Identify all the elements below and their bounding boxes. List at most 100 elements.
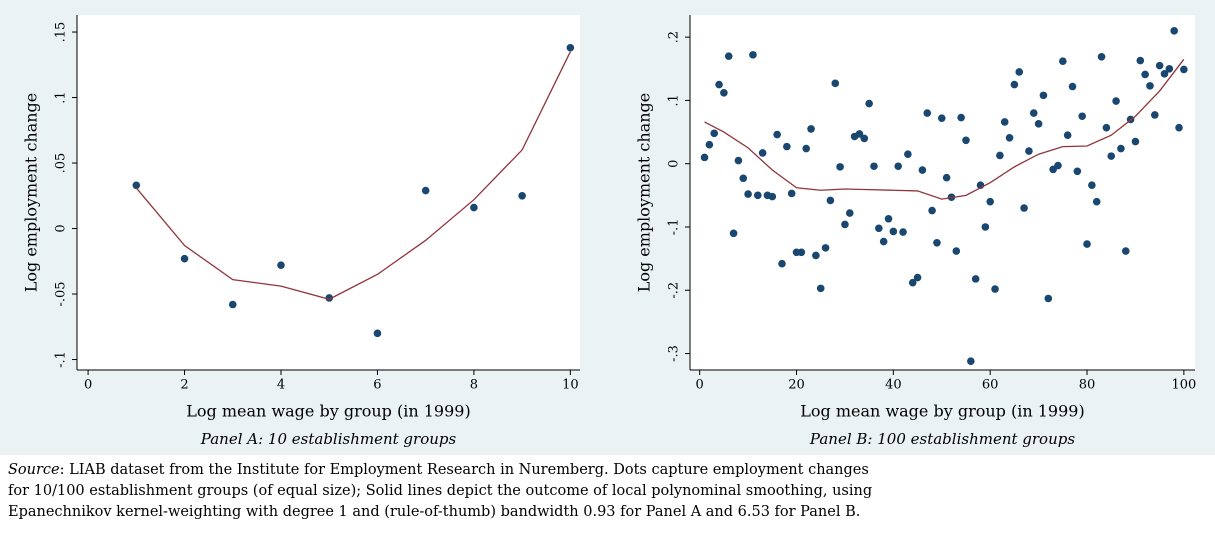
- y-tick-label: 0: [667, 160, 682, 168]
- dot: [952, 247, 961, 255]
- dot: [836, 163, 844, 171]
- dot: [1059, 57, 1067, 65]
- note-line: for 10/100 establishment groups (of equa…: [8, 483, 873, 499]
- x-tick-label: 0: [696, 378, 704, 393]
- y-tick-label: -.05: [54, 281, 69, 306]
- dot: [1170, 27, 1178, 35]
- dot: [1000, 118, 1009, 126]
- y-tick-label: -.1: [667, 219, 682, 236]
- y-tick-label: .2: [667, 31, 682, 43]
- dot: [937, 114, 946, 122]
- dot: [132, 181, 141, 190]
- smoothed-line: [135, 51, 571, 300]
- dot: [821, 244, 830, 252]
- dot: [879, 237, 888, 246]
- dot: [1141, 70, 1149, 79]
- dot: [753, 191, 762, 200]
- dot: [971, 275, 980, 283]
- dot: [996, 151, 1004, 160]
- dot: [918, 166, 927, 174]
- dot: [894, 162, 902, 171]
- dot: [373, 329, 382, 338]
- y-tick-label: .05: [54, 153, 69, 174]
- y-tick-label: -.1: [54, 351, 69, 368]
- smoothed-line: [704, 58, 1185, 200]
- plot-area: [77, 15, 580, 370]
- dot: [797, 248, 806, 257]
- dot: [899, 228, 907, 236]
- panel-caption: Panel A: 10 establishment groups: [200, 430, 457, 448]
- x-tick-label: 40: [885, 378, 902, 393]
- dot: [277, 261, 285, 270]
- source-note: Source: LIAB dataset from the Institute …: [8, 460, 1208, 523]
- x-tick-label: 100: [1171, 378, 1196, 393]
- dot: [421, 186, 430, 195]
- dot: [758, 149, 767, 157]
- dot: [470, 203, 478, 212]
- dot: [1165, 64, 1174, 73]
- dot: [1121, 247, 1130, 255]
- dot: [933, 239, 941, 247]
- x-tick-label: 80: [1079, 378, 1096, 393]
- dot: [734, 156, 743, 165]
- dot: [518, 191, 526, 200]
- dot: [1025, 147, 1033, 155]
- x-axis-title: Log mean wage by group (in 1999): [186, 402, 470, 421]
- dot: [841, 220, 849, 229]
- dot: [1146, 82, 1154, 90]
- dot: [783, 142, 791, 151]
- dot: [923, 109, 932, 117]
- dot: [812, 251, 820, 260]
- dot: [1020, 204, 1028, 212]
- dot: [1092, 197, 1101, 206]
- x-tick-label: 8: [470, 378, 478, 393]
- dot: [802, 144, 811, 153]
- dot: [913, 273, 922, 282]
- dot: [729, 229, 738, 238]
- x-tick-label: 2: [180, 378, 188, 393]
- dot: [228, 300, 237, 309]
- dot: [1005, 133, 1014, 142]
- dot: [1029, 109, 1038, 117]
- dot: [1155, 61, 1164, 70]
- dot: [831, 79, 840, 88]
- dot: [1088, 181, 1096, 190]
- dot: [962, 136, 970, 145]
- x-tick-label: 20: [788, 378, 805, 393]
- note-text: : LIAB dataset from the Institute for Em…: [59, 462, 869, 478]
- dot: [826, 196, 835, 205]
- dot: [1136, 56, 1145, 65]
- dot: [1044, 294, 1053, 303]
- y-tick-label: .15: [54, 22, 69, 43]
- note-line: Source: LIAB dataset from the Institute …: [8, 460, 1208, 481]
- dot: [1160, 70, 1169, 78]
- dot: [787, 189, 796, 198]
- x-tick-label: 10: [562, 378, 579, 393]
- dot: [739, 174, 748, 183]
- dot: [908, 278, 917, 287]
- dot: [981, 223, 990, 231]
- dot: [942, 173, 951, 182]
- note-line: Epanechnikov kernel-weighting with degre…: [8, 504, 861, 520]
- dot: [845, 209, 854, 217]
- dot: [1083, 240, 1091, 248]
- x-tick-label: 6: [373, 378, 381, 393]
- dot: [1097, 52, 1106, 61]
- dot: [865, 99, 873, 108]
- y-tick-label: 0: [54, 224, 69, 232]
- dot: [1039, 91, 1048, 100]
- x-tick-label: 4: [277, 378, 285, 393]
- dot: [875, 224, 883, 233]
- dot: [749, 51, 757, 59]
- dot: [1151, 111, 1159, 119]
- note-label: Source: [8, 462, 60, 478]
- figure: -.1 -.05 0 .05 .1 .15 0 2 4 6 8 10 Log employment ch…: [0, 0, 1215, 455]
- dot: [855, 130, 864, 138]
- dot: [566, 43, 575, 52]
- dot: [870, 162, 878, 171]
- x-tick-label: 60: [982, 378, 999, 393]
- y-axis-title: Log employment change: [22, 93, 41, 293]
- dot: [1131, 137, 1140, 146]
- plot-area: [690, 15, 1195, 370]
